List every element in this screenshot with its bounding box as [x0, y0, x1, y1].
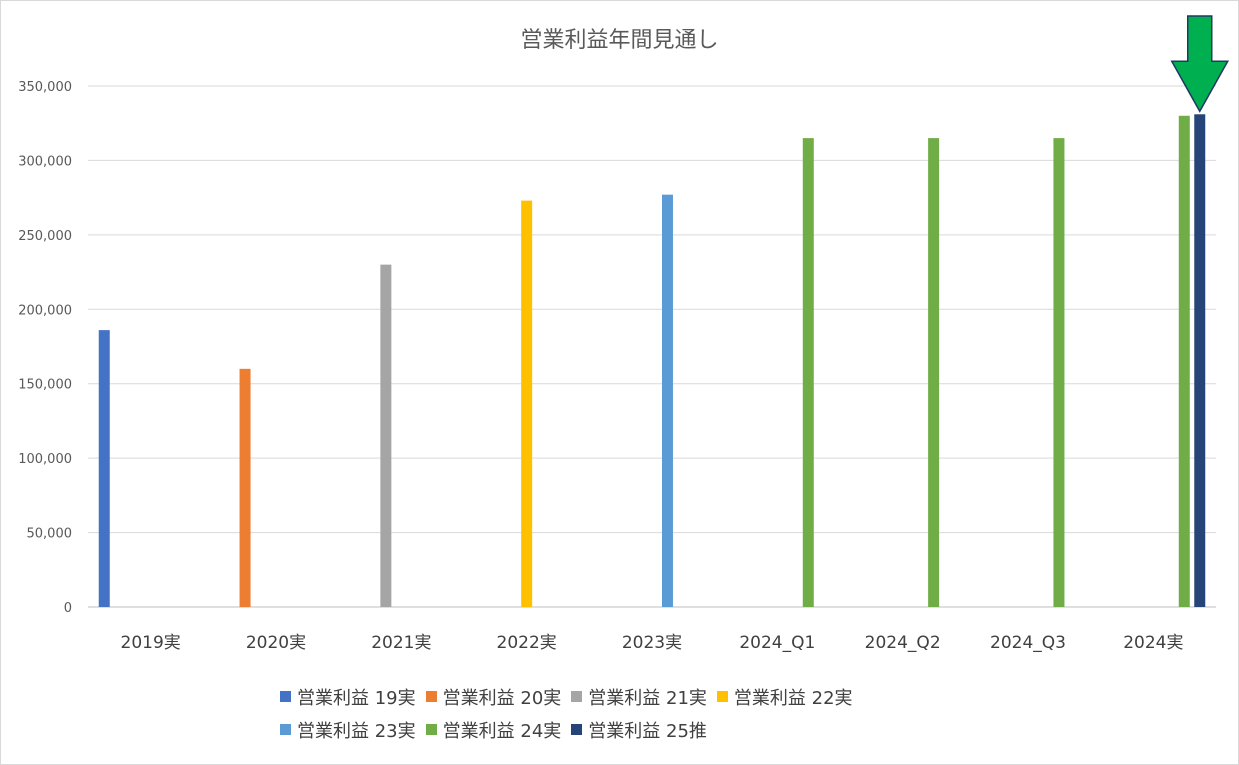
bar	[99, 330, 110, 607]
legend-swatch	[426, 691, 437, 702]
annotation-arrow	[1172, 16, 1228, 111]
x-tick-label: 2024_Q3	[990, 633, 1066, 653]
bar	[1179, 116, 1190, 607]
bar	[1053, 138, 1064, 607]
bar	[240, 369, 251, 607]
legend-entry: 営業利益 23実	[280, 717, 416, 743]
y-tick-label: 0	[64, 601, 72, 616]
legend-label: 営業利益 19実	[297, 684, 416, 710]
y-tick-label: 100,000	[18, 452, 72, 467]
legend-swatch	[280, 691, 291, 702]
legend-swatch	[280, 724, 291, 735]
legend-label: 営業利益 20実	[443, 684, 562, 710]
x-tick-label: 2024_Q1	[739, 633, 815, 653]
bar	[803, 138, 814, 607]
legend-entry: 営業利益 21実	[571, 684, 707, 710]
x-tick-label: 2024実	[1123, 633, 1183, 653]
y-tick-label: 50,000	[27, 527, 73, 542]
legend-swatch	[717, 691, 728, 702]
legend-label: 営業利益 25推	[588, 717, 707, 743]
legend-swatch	[426, 724, 437, 735]
legend-swatch	[571, 724, 582, 735]
bar	[1194, 114, 1205, 607]
legend-label: 営業利益 22実	[734, 684, 853, 710]
x-tick-label: 2023実	[622, 633, 682, 653]
x-tick-label: 2020実	[246, 633, 306, 653]
bar	[928, 138, 939, 607]
legend-swatch	[571, 691, 582, 702]
y-tick-label: 300,000	[18, 154, 72, 169]
legend-entry: 営業利益 24実	[426, 717, 562, 743]
legend-entry: 営業利益 25推	[571, 717, 707, 743]
y-tick-label: 200,000	[18, 303, 72, 318]
legend-label: 営業利益 21実	[588, 684, 707, 710]
bar	[662, 195, 673, 607]
legend-entry: 営業利益 20実	[426, 684, 562, 710]
x-tick-label: 2024_Q2	[865, 633, 941, 653]
y-tick-label: 350,000	[18, 80, 72, 95]
legend-entry: 営業利益 22実	[717, 684, 853, 710]
legend-label: 営業利益 23実	[297, 717, 416, 743]
bar	[380, 265, 391, 607]
legend-row: 営業利益 23実 営業利益 24実 営業利益 25推	[280, 713, 980, 746]
x-tick-label: 2021実	[371, 633, 431, 653]
legend-row: 営業利益 19実 営業利益 20実 営業利益 21実 営業利益 22実	[280, 680, 980, 713]
bar	[521, 201, 532, 607]
x-tick-label: 2022実	[497, 633, 557, 653]
y-tick-label: 250,000	[18, 229, 72, 244]
legend-label: 営業利益 24実	[443, 717, 562, 743]
x-tick-label: 2019実	[121, 633, 181, 653]
legend: 営業利益 19実 営業利益 20実 営業利益 21実 営業利益 22実 営業利益 23…	[280, 680, 980, 746]
legend-entry: 営業利益 19実	[280, 684, 416, 710]
y-tick-label: 150,000	[18, 378, 72, 393]
